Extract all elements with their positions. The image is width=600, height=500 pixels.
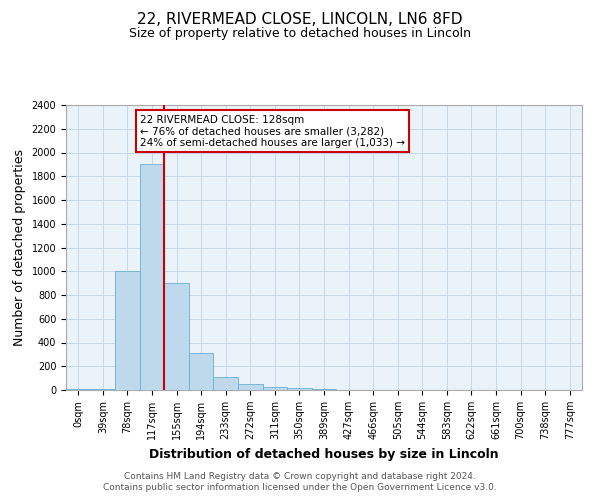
Text: 22, RIVERMEAD CLOSE, LINCOLN, LN6 8FD: 22, RIVERMEAD CLOSE, LINCOLN, LN6 8FD	[137, 12, 463, 28]
Bar	[115, 271, 140, 390]
Text: 22 RIVERMEAD CLOSE: 128sqm
← 76% of detached houses are smaller (3,282)
24% of s: 22 RIVERMEAD CLOSE: 128sqm ← 76% of deta…	[140, 114, 405, 148]
Bar	[263, 387, 287, 390]
Text: Contains HM Land Registry data © Crown copyright and database right 2024.: Contains HM Land Registry data © Crown c…	[124, 472, 476, 481]
X-axis label: Distribution of detached houses by size in Lincoln: Distribution of detached houses by size …	[149, 448, 499, 460]
Bar	[214, 377, 238, 390]
Bar	[312, 389, 336, 390]
Bar	[140, 164, 164, 390]
Bar	[164, 283, 189, 390]
Text: Size of property relative to detached houses in Lincoln: Size of property relative to detached ho…	[129, 28, 471, 40]
Bar	[66, 389, 91, 390]
Bar	[238, 384, 263, 390]
Bar	[91, 389, 115, 390]
Text: Contains public sector information licensed under the Open Government Licence v3: Contains public sector information licen…	[103, 484, 497, 492]
Y-axis label: Number of detached properties: Number of detached properties	[13, 149, 26, 346]
Bar	[189, 353, 214, 390]
Bar	[287, 388, 312, 390]
